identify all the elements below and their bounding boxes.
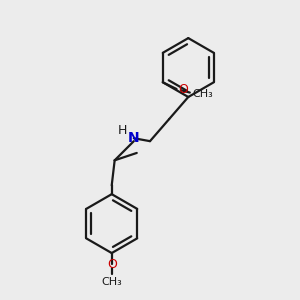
Text: N: N (128, 131, 140, 145)
Text: CH₃: CH₃ (193, 89, 214, 99)
Text: CH₃: CH₃ (101, 277, 122, 286)
Text: H: H (117, 124, 127, 137)
Text: O: O (178, 82, 188, 95)
Text: O: O (107, 258, 117, 271)
